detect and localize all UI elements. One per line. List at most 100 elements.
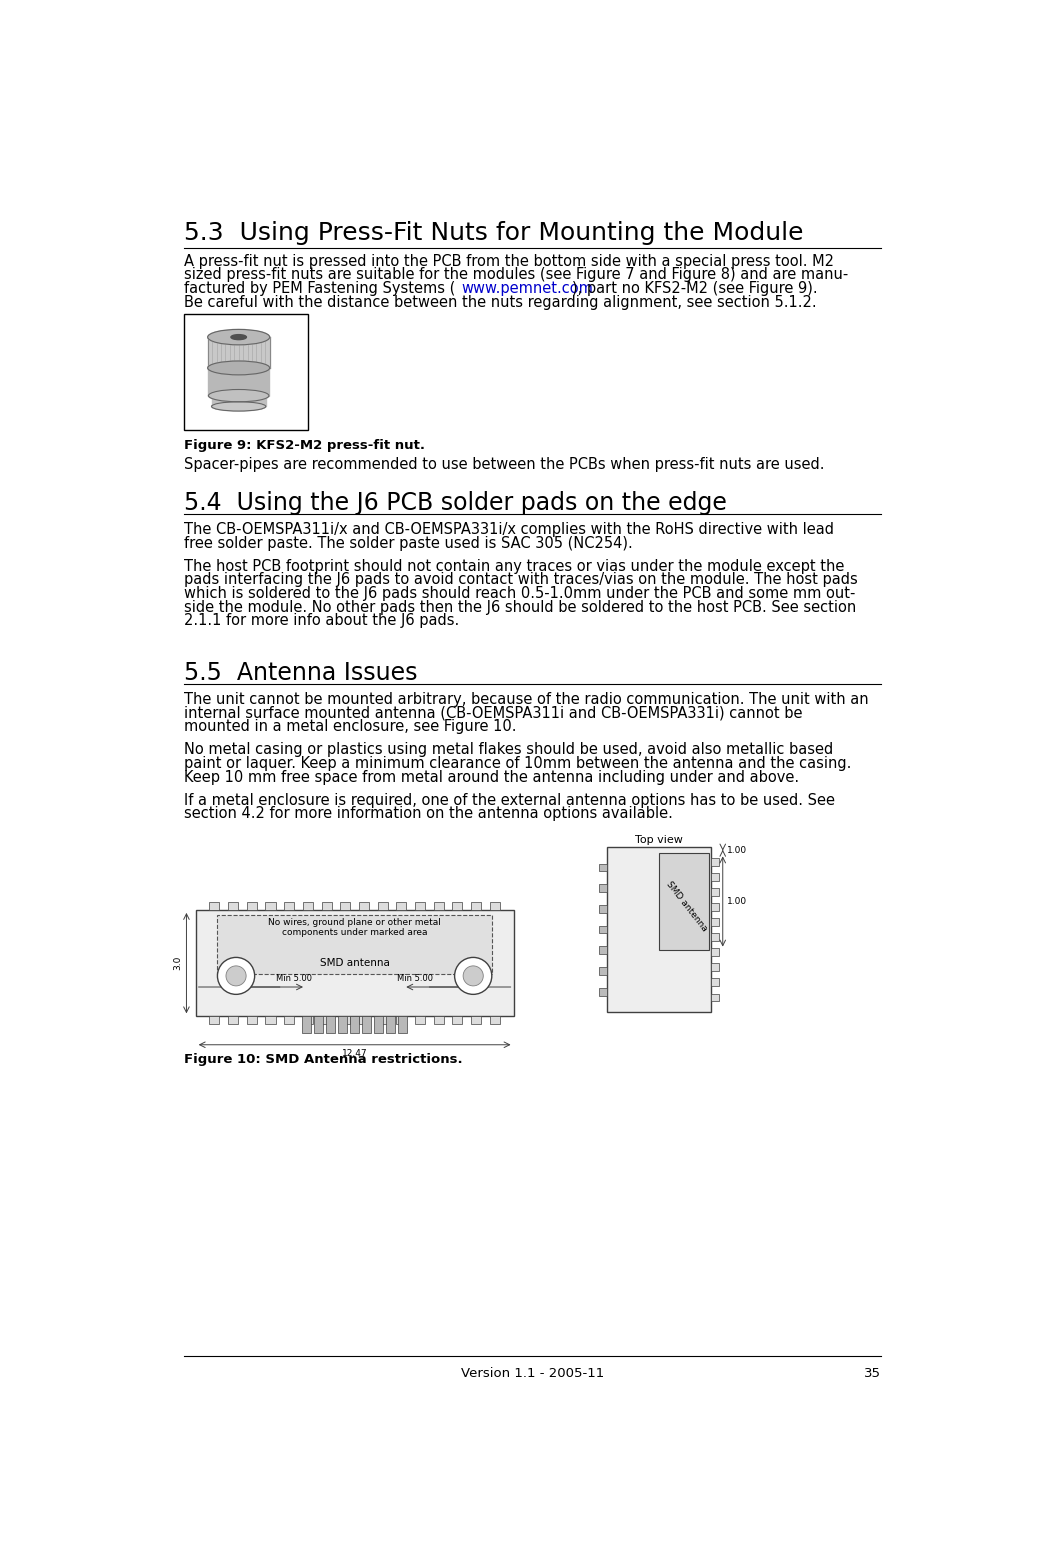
Bar xyxy=(302,903,313,911)
Ellipse shape xyxy=(231,334,246,339)
Text: sized press-fit nuts are suitable for the modules (see Figure 7 and Figure 8) an: sized press-fit nuts are suitable for th… xyxy=(184,267,849,283)
Text: which is soldered to the J6 pads should reach 0.5-1.0mm under the PCB and some m: which is soldered to the J6 pads should … xyxy=(184,586,855,601)
Text: The unit cannot be mounted arbitrary, because of the radio communication. The un: The unit cannot be mounted arbitrary, be… xyxy=(184,692,869,706)
Bar xyxy=(340,903,350,911)
Text: 3.0: 3.0 xyxy=(174,956,183,970)
Text: SMD antenna: SMD antenna xyxy=(664,879,709,933)
Bar xyxy=(598,926,607,934)
Bar xyxy=(321,1017,331,1025)
Bar xyxy=(314,1017,323,1032)
Bar xyxy=(302,1017,311,1032)
Text: www.pemnet.com: www.pemnet.com xyxy=(461,281,593,297)
Text: 1.00: 1.00 xyxy=(726,897,747,906)
Text: ), part no KFS2-M2 (see Figure 9).: ), part no KFS2-M2 (see Figure 9). xyxy=(572,281,818,297)
Text: Min 5.00: Min 5.00 xyxy=(276,975,313,982)
Ellipse shape xyxy=(209,362,269,373)
Bar xyxy=(711,903,719,911)
Bar xyxy=(210,903,219,911)
Bar xyxy=(266,903,275,911)
Bar xyxy=(285,903,294,911)
Text: The host PCB footprint should not contain any traces or vias under the module ex: The host PCB footprint should not contai… xyxy=(184,559,845,573)
Bar xyxy=(598,864,607,872)
Text: No metal casing or plastics using metal flakes should be used, avoid also metall: No metal casing or plastics using metal … xyxy=(184,742,833,758)
Text: No wires, ground plane or other metal: No wires, ground plane or other metal xyxy=(268,918,442,926)
Bar xyxy=(229,1017,238,1025)
Bar xyxy=(489,903,500,911)
Bar xyxy=(598,904,607,912)
Text: The CB-OEMSPA311i/x and CB-OEMSPA331i/x complies with the RoHS directive with le: The CB-OEMSPA311i/x and CB-OEMSPA331i/x … xyxy=(184,522,834,537)
Bar xyxy=(208,337,270,369)
Text: 5.5  Antenna Issues: 5.5 Antenna Issues xyxy=(184,661,418,686)
Text: Spacer-pipes are recommended to use between the PCBs when press-fit nuts are use: Spacer-pipes are recommended to use betw… xyxy=(184,458,825,472)
Text: factured by PEM Fastening Systems (: factured by PEM Fastening Systems ( xyxy=(184,281,455,297)
Bar xyxy=(321,903,331,911)
Text: 1.00: 1.00 xyxy=(726,845,747,854)
Ellipse shape xyxy=(208,330,270,345)
Text: Version 1.1 - 2005-11: Version 1.1 - 2005-11 xyxy=(461,1367,604,1381)
Bar xyxy=(711,978,719,986)
Bar xyxy=(209,369,269,395)
Bar xyxy=(433,1017,444,1025)
Bar xyxy=(489,1017,500,1025)
Ellipse shape xyxy=(212,401,266,411)
Bar xyxy=(377,1017,388,1025)
Ellipse shape xyxy=(209,389,269,401)
Bar xyxy=(195,911,513,1017)
Text: 5.3  Using Press-Fit Nuts for Mounting the Module: 5.3 Using Press-Fit Nuts for Mounting th… xyxy=(184,222,803,245)
Bar xyxy=(659,853,709,950)
Text: paint or laquer. Keep a minimum clearance of 10mm between the antenna and the ca: paint or laquer. Keep a minimum clearanc… xyxy=(184,756,852,772)
Bar xyxy=(711,964,719,972)
Text: A press-fit nut is pressed into the PCB from the bottom side with a special pres: A press-fit nut is pressed into the PCB … xyxy=(184,253,834,269)
Text: Figure 9: KFS2-M2 press-fit nut.: Figure 9: KFS2-M2 press-fit nut. xyxy=(184,439,425,451)
Bar xyxy=(377,903,388,911)
Bar xyxy=(350,1017,359,1032)
Text: Min 5.00: Min 5.00 xyxy=(397,975,433,982)
Bar xyxy=(711,873,719,881)
Text: 5.4  Using the J6 PCB solder pads on the edge: 5.4 Using the J6 PCB solder pads on the … xyxy=(184,490,727,515)
Bar xyxy=(598,947,607,954)
Text: pads interfacing the J6 pads to avoid contact with traces/vias on the module. Th: pads interfacing the J6 pads to avoid co… xyxy=(184,572,858,587)
Bar xyxy=(711,934,719,940)
Bar xyxy=(452,903,462,911)
Circle shape xyxy=(217,958,255,995)
Text: 12.47: 12.47 xyxy=(342,1050,368,1059)
Bar xyxy=(229,903,238,911)
Bar xyxy=(396,1017,406,1025)
Bar xyxy=(285,1017,294,1025)
Text: SMD antenna: SMD antenna xyxy=(320,958,390,968)
Bar xyxy=(247,903,257,911)
Bar xyxy=(598,884,607,892)
Text: 2.1.1 for more info about the J6 pads.: 2.1.1 for more info about the J6 pads. xyxy=(184,614,459,628)
Bar xyxy=(247,1017,257,1025)
Bar xyxy=(711,858,719,865)
Text: 35: 35 xyxy=(863,1367,881,1381)
Bar xyxy=(607,847,711,1012)
Bar xyxy=(302,1017,313,1025)
Bar xyxy=(358,903,369,911)
Bar xyxy=(363,1017,371,1032)
Bar xyxy=(396,903,406,911)
Text: Figure 10: SMD Antenna restrictions.: Figure 10: SMD Antenna restrictions. xyxy=(184,1053,462,1067)
Text: free solder paste. The solder paste used is SAC 305 (NC254).: free solder paste. The solder paste used… xyxy=(184,536,633,551)
Bar xyxy=(598,987,607,995)
Bar xyxy=(711,889,719,897)
Bar xyxy=(711,948,719,956)
Bar xyxy=(415,903,425,911)
Bar xyxy=(711,918,719,926)
Bar xyxy=(433,903,444,911)
Circle shape xyxy=(225,965,246,986)
Bar xyxy=(338,1017,347,1032)
Text: Top view: Top view xyxy=(635,836,683,845)
Bar xyxy=(471,903,481,911)
Bar xyxy=(266,1017,275,1025)
Bar xyxy=(210,1017,219,1025)
Bar xyxy=(212,395,266,406)
Circle shape xyxy=(455,958,491,995)
Text: If a metal enclosure is required, one of the external antenna options has to be : If a metal enclosure is required, one of… xyxy=(184,792,835,808)
Text: side the module. No other pads then the J6 should be soldered to the host PCB. S: side the module. No other pads then the … xyxy=(184,600,856,615)
Bar xyxy=(358,1017,369,1025)
Ellipse shape xyxy=(208,361,270,375)
Text: components under marked area: components under marked area xyxy=(282,928,427,937)
Circle shape xyxy=(463,965,483,986)
Text: section 4.2 for more information on the antenna options available.: section 4.2 for more information on the … xyxy=(184,806,673,822)
